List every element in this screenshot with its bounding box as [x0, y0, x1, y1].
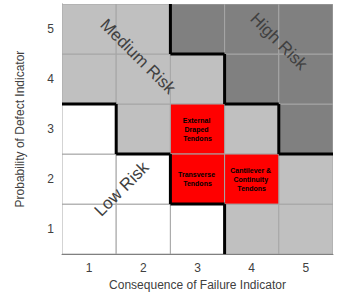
svg-text:4: 4 — [248, 261, 255, 275]
svg-text:5: 5 — [47, 22, 54, 36]
svg-text:Draped: Draped — [184, 126, 210, 134]
svg-text:1: 1 — [86, 261, 93, 275]
svg-text:Transverse: Transverse — [178, 171, 217, 178]
svg-text:3: 3 — [47, 122, 54, 136]
svg-text:3: 3 — [194, 261, 201, 275]
svg-text:Medium Risk: Medium Risk — [96, 15, 179, 98]
svg-text:External: External — [183, 117, 213, 124]
svg-text:Low Risk: Low Risk — [91, 158, 154, 221]
svg-text:Probability of Defect Indicato: Probability of Defect Indicator — [13, 51, 27, 208]
svg-text:2: 2 — [47, 172, 54, 186]
svg-text:Tendons: Tendons — [183, 180, 212, 187]
svg-text:Consequence of Failure Indicat: Consequence of Failure Indicator — [109, 278, 286, 292]
svg-text:High Risk: High Risk — [246, 9, 311, 74]
svg-text:2: 2 — [140, 261, 147, 275]
svg-text:Continuity: Continuity — [233, 176, 270, 184]
svg-text:Cantilever &: Cantilever & — [230, 167, 273, 174]
svg-text:Tendons: Tendons — [237, 185, 266, 192]
svg-text:Tendons: Tendons — [183, 135, 212, 142]
svg-text:1: 1 — [47, 222, 54, 236]
svg-text:5: 5 — [303, 261, 310, 275]
svg-text:4: 4 — [47, 72, 54, 86]
